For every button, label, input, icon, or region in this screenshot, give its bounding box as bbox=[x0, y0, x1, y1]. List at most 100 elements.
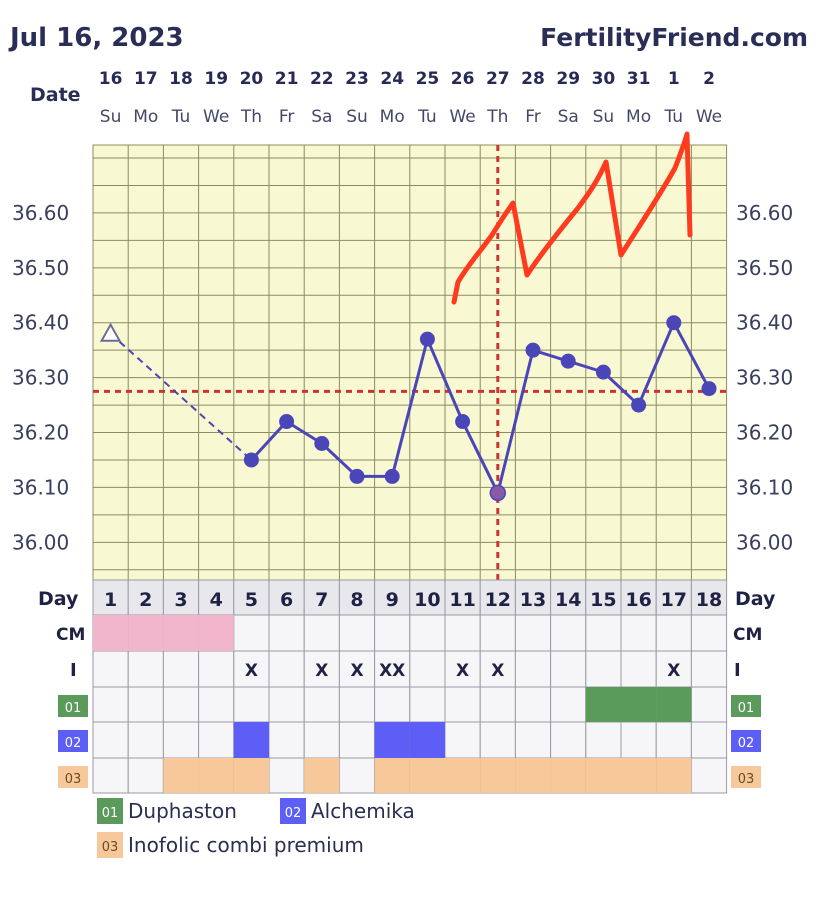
med-code-right: 01 bbox=[738, 701, 755, 716]
y-tick-left: 36.00 bbox=[12, 530, 69, 554]
temp-line-segment bbox=[426, 338, 464, 423]
med-code-left: 01 bbox=[65, 701, 82, 716]
cycle-day-number: 5 bbox=[245, 589, 258, 611]
date-label: 20 bbox=[240, 69, 264, 89]
table-cell bbox=[127, 757, 164, 794]
weekday-label: Tu bbox=[664, 107, 684, 127]
med-cell-filled bbox=[585, 687, 621, 722]
temp-point bbox=[349, 468, 365, 484]
table-cell bbox=[198, 686, 235, 723]
intercourse-mark: X bbox=[315, 661, 328, 681]
legend-code: 02 bbox=[285, 806, 302, 821]
temp-line-segment bbox=[637, 322, 676, 406]
med-cell-filled bbox=[621, 687, 657, 722]
date-label: 1 bbox=[668, 69, 680, 89]
date-label: 16 bbox=[99, 69, 123, 89]
med-code-badge-right bbox=[731, 695, 761, 717]
intercourse-mark: XX bbox=[379, 661, 405, 681]
y-tick-left: 36.10 bbox=[12, 475, 69, 499]
y-tick-left: 36.40 bbox=[12, 311, 69, 335]
cycle-day-number: 12 bbox=[485, 589, 511, 611]
date-label: 22 bbox=[310, 69, 334, 89]
legend-swatch bbox=[97, 832, 123, 858]
day-row-label-left: Day bbox=[38, 588, 79, 610]
temp-point bbox=[701, 381, 717, 397]
cm-cell-filled bbox=[198, 615, 234, 651]
temp-point bbox=[631, 397, 647, 413]
table-cell bbox=[303, 686, 340, 723]
weekday-label: Sa bbox=[311, 107, 332, 127]
med-code-badge-left bbox=[58, 730, 88, 752]
table-cell bbox=[374, 686, 411, 723]
y-tick-right: 36.40 bbox=[736, 311, 793, 335]
table-cell bbox=[655, 614, 692, 652]
y-tick-right: 36.60 bbox=[736, 201, 793, 225]
y-tick-right: 36.10 bbox=[736, 475, 793, 499]
weekday-label: Mo bbox=[133, 107, 158, 127]
table-cell bbox=[268, 650, 305, 688]
temp-line-segment bbox=[250, 420, 288, 461]
med-cell-filled bbox=[550, 758, 586, 793]
date-label: 17 bbox=[134, 69, 158, 89]
legend-label: Duphaston bbox=[128, 799, 237, 823]
cycle-day-number: 14 bbox=[555, 589, 581, 611]
temp-point-excluded bbox=[99, 322, 122, 342]
table-cell bbox=[162, 686, 200, 723]
table-cell bbox=[655, 721, 692, 759]
legend-swatch bbox=[97, 798, 123, 824]
cm-row-label-right: CM bbox=[733, 625, 762, 645]
table-cell bbox=[92, 686, 129, 723]
med-code-left: 03 bbox=[65, 772, 82, 787]
table-cell bbox=[550, 614, 587, 652]
table-cell bbox=[268, 579, 305, 616]
table-cell bbox=[585, 721, 622, 759]
brand-label: FertilityFriend.com bbox=[540, 23, 808, 52]
table-cell bbox=[338, 614, 376, 652]
med-cell-filled bbox=[515, 758, 551, 793]
weekday-label: Fr bbox=[279, 107, 295, 127]
table-cell bbox=[550, 579, 587, 616]
date-label: 21 bbox=[275, 69, 299, 89]
temp-line-segment bbox=[390, 338, 429, 477]
temp-point bbox=[419, 331, 435, 347]
med-code-badge-right bbox=[731, 766, 761, 788]
cycle-day-number: 1 bbox=[104, 589, 117, 611]
table-cell bbox=[338, 686, 376, 723]
cycle-day-number: 9 bbox=[386, 589, 399, 611]
temp-line-segment bbox=[602, 371, 640, 407]
table-cell bbox=[409, 686, 446, 723]
chart-date-title: Jul 16, 2023 bbox=[8, 23, 184, 53]
temp-line-segment bbox=[320, 442, 359, 478]
cycle-day-number: 3 bbox=[174, 589, 187, 611]
intercourse-mark: X bbox=[245, 661, 258, 681]
intercourse-row-label-right: I bbox=[734, 660, 741, 681]
legend-label: Alchemika bbox=[311, 799, 415, 823]
date-label: 25 bbox=[416, 69, 440, 89]
cycle-day-number: 10 bbox=[414, 589, 440, 611]
table-cell bbox=[620, 614, 657, 652]
table-cell bbox=[585, 614, 622, 652]
table-cell bbox=[198, 721, 235, 759]
date-label: 27 bbox=[486, 69, 510, 89]
cycle-day-number: 11 bbox=[449, 589, 475, 611]
med-cell-filled bbox=[233, 758, 269, 793]
med-code-badge-left bbox=[58, 766, 88, 788]
weekday-label: We bbox=[203, 107, 229, 127]
table-cell bbox=[338, 650, 376, 688]
weekday-label: Tu bbox=[417, 107, 437, 127]
y-tick-left: 36.50 bbox=[12, 256, 69, 280]
med-code-right: 03 bbox=[738, 772, 755, 787]
med-cell-filled bbox=[445, 758, 481, 793]
date-label: 26 bbox=[451, 69, 475, 89]
table-cell bbox=[303, 579, 340, 616]
table-cell bbox=[479, 614, 516, 652]
med-cell-filled bbox=[656, 687, 692, 722]
table-cell bbox=[127, 686, 164, 723]
intercourse-mark: X bbox=[456, 661, 469, 681]
table-cell bbox=[479, 721, 516, 759]
weekday-label: We bbox=[449, 107, 475, 127]
cm-cell-filled bbox=[163, 615, 199, 651]
med-cell-filled bbox=[409, 758, 445, 793]
table-cell bbox=[444, 614, 481, 652]
temp-line-segment bbox=[109, 332, 253, 461]
